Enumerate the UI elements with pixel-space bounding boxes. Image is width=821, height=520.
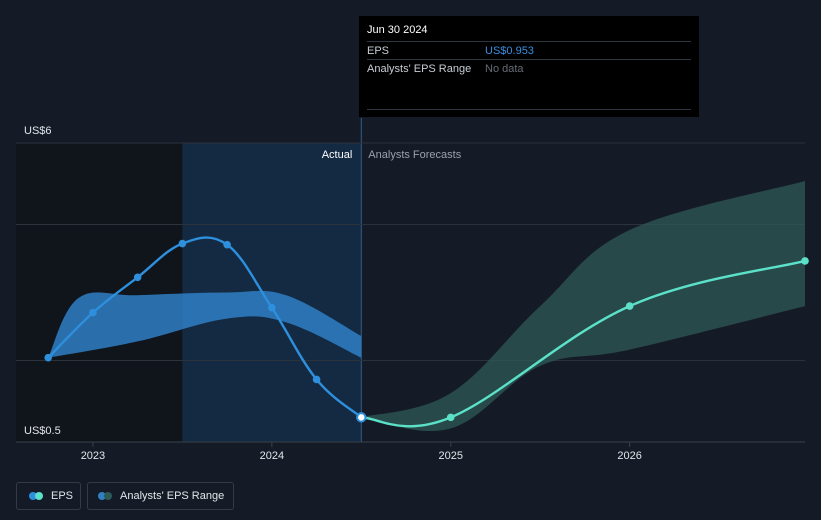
eps-point-actual [89,308,97,317]
tooltip-range-label: Analysts' EPS Range [367,63,472,75]
eps-point-forecast [801,257,809,265]
legend-eps-swatch [29,492,37,500]
eps-range-band-forecast [361,181,805,432]
tooltip-range-value: No data [485,63,524,75]
legend-range-forecast-swatch [104,492,112,500]
eps-point-forecast [446,413,455,422]
eps-point-actual [223,240,231,249]
eps-range-band-past [48,290,362,358]
eps-line-forecast [361,259,806,428]
legend-eps-label: EPS [51,490,74,502]
eps-point-forecast [625,302,634,310]
x-tick-label: 2026 [617,450,641,462]
eps-point-actual [268,303,276,312]
tooltip-eps-label: EPS [367,45,390,57]
x-tick-label: 2023 [81,450,105,462]
eps-line-actual [47,236,363,419]
legend-eps[interactable]: EPS [16,482,81,510]
eps-point-actual [312,375,321,384]
eps-hover-point [356,412,367,423]
y-label-min: US$0.5 [24,425,61,437]
tooltip-row-eps: EPS US$0.953 [367,41,691,60]
forecast-label: Analysts Forecasts [368,149,461,161]
legend-eps-forecast-swatch [35,492,43,500]
tooltip-divider [367,109,691,110]
legend-eps-range[interactable]: Analysts' EPS Range [87,482,234,510]
x-tick-label: 2025 [439,450,463,462]
tooltip-eps-value: US$0.953 [485,45,534,57]
hover-tooltip: Jun 30 2024 EPS US$0.953 Analysts' EPS R… [359,16,699,117]
eps-point-actual [133,273,142,282]
y-label-max: US$6 [24,125,52,137]
tooltip-date: Jun 30 2024 [367,24,428,36]
eps-point-actual [44,353,53,362]
tooltip-row-range: Analysts' EPS Range No data [367,59,691,78]
actual-label: Actual [322,149,353,161]
x-tick-label: 2024 [260,450,284,462]
legend-range-label: Analysts' EPS Range [120,490,225,502]
eps-point-actual [178,239,187,248]
legend-range-swatch [98,492,106,500]
